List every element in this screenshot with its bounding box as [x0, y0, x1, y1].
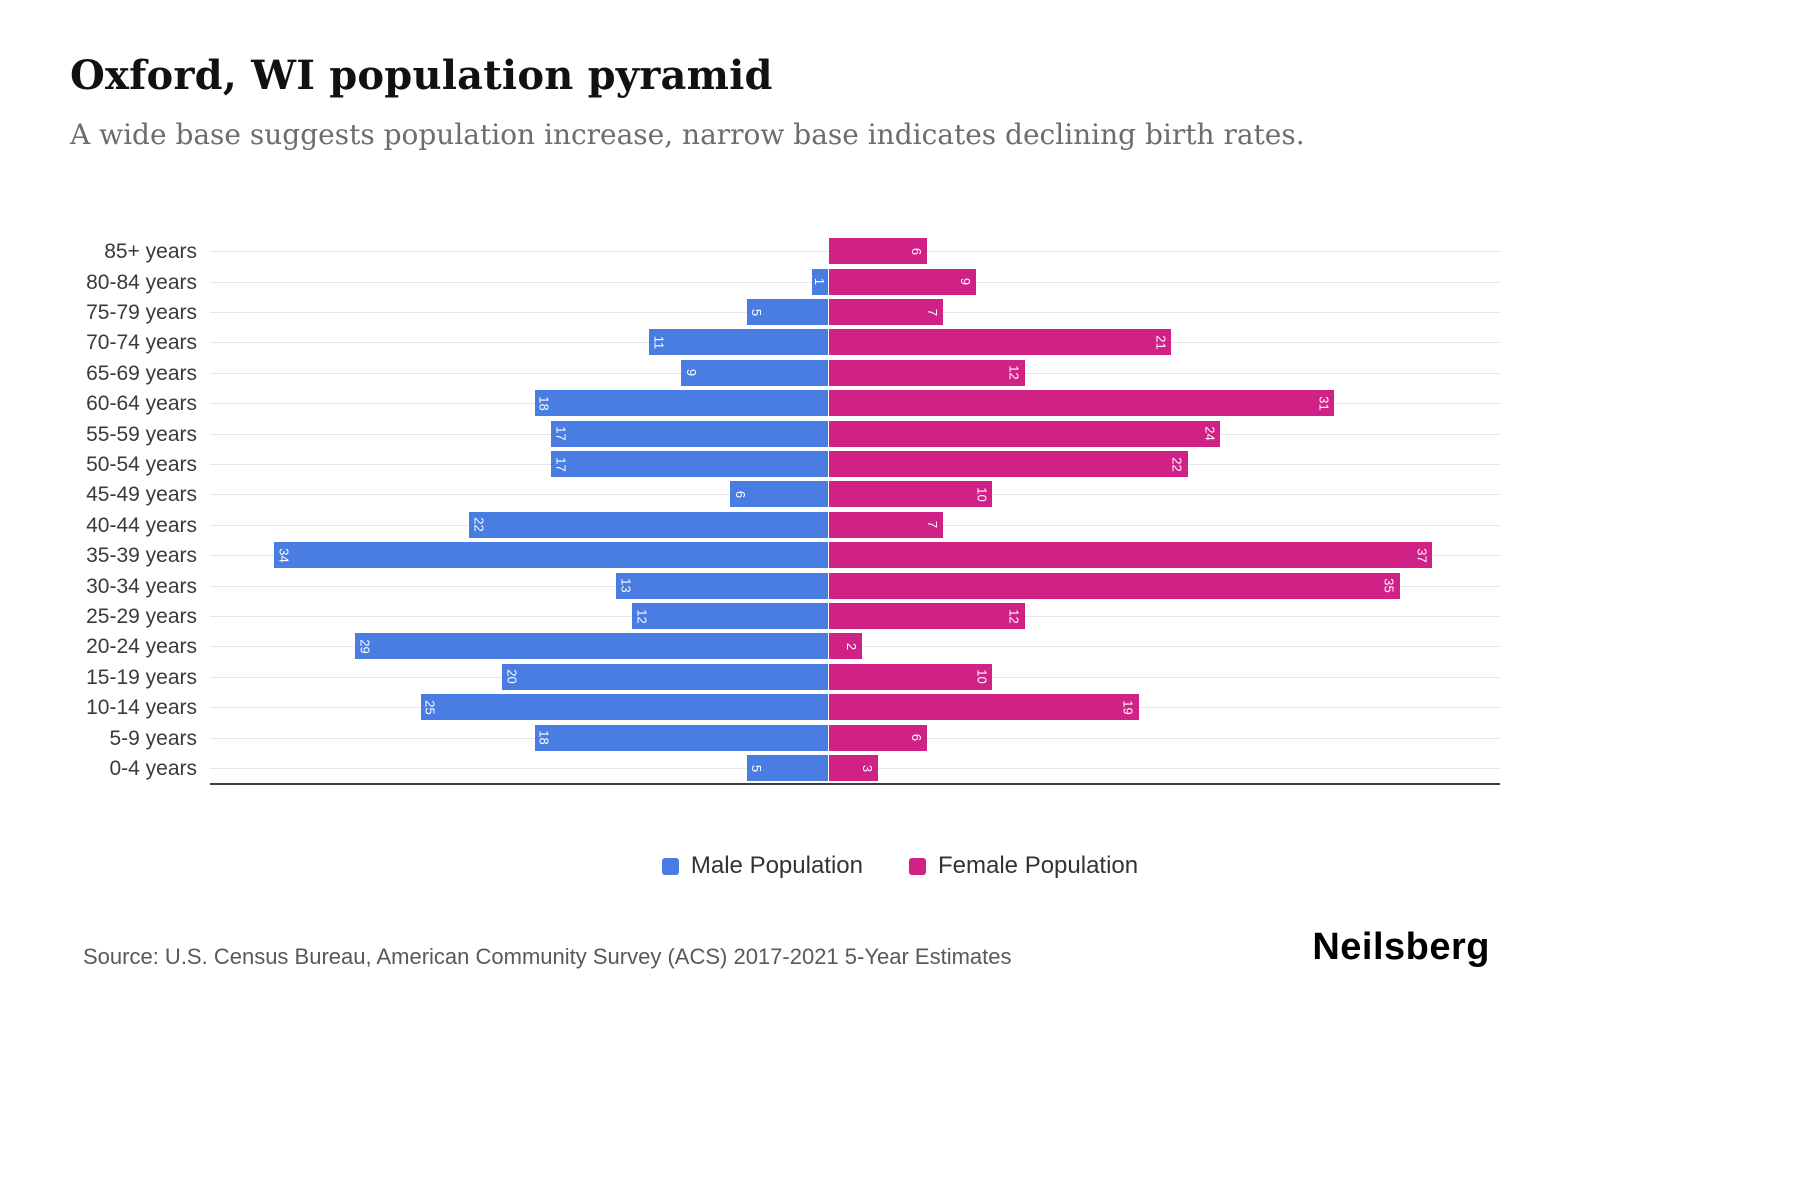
- female-bar[interactable]: [829, 511, 944, 538]
- male-legend-label: Male Population: [690, 852, 863, 879]
- male-bar[interactable]: [746, 755, 828, 781]
- age-label: 15-19 years: [86, 666, 197, 689]
- female-bar[interactable]: [829, 390, 1335, 417]
- female-bar[interactable]: [829, 359, 1025, 386]
- male-bar[interactable]: [681, 359, 828, 386]
- age-label: 30-34 years: [86, 575, 197, 598]
- age-label: 45-49 years: [86, 483, 197, 506]
- age-label: 25-29 years: [86, 605, 197, 628]
- female-bar[interactable]: [829, 299, 944, 325]
- female-bar[interactable]: [829, 633, 862, 660]
- female-bar[interactable]: [829, 572, 1400, 599]
- female-bar[interactable]: [829, 268, 976, 295]
- age-label: 55-59 years: [86, 423, 197, 446]
- female-bar[interactable]: [829, 420, 1221, 447]
- age-label: 20-24 years: [86, 635, 197, 658]
- age-label: 65-69 years: [86, 362, 197, 385]
- age-label: 75-79 years: [86, 301, 197, 324]
- age-label: 5-9 years: [109, 727, 197, 750]
- male-bar[interactable]: [632, 603, 828, 629]
- male-bar[interactable]: [534, 390, 828, 417]
- age-label: 40-44 years: [86, 514, 197, 537]
- male-bar[interactable]: [355, 633, 828, 660]
- age-label: 85+ years: [104, 240, 197, 263]
- age-label: 10-14 years: [86, 696, 197, 719]
- female-bar[interactable]: [829, 755, 878, 781]
- legend-item-female[interactable]: Female Population: [909, 852, 1138, 880]
- age-label: 60-64 years: [86, 392, 197, 415]
- male-bar[interactable]: [469, 511, 828, 538]
- female-legend-swatch: [909, 857, 926, 875]
- male-bar[interactable]: [730, 481, 828, 508]
- source-note: Source: U.S. Census Bureau, American Com…: [83, 944, 1012, 969]
- male-bar[interactable]: [616, 572, 828, 599]
- male-bar[interactable]: [420, 694, 828, 721]
- chart-legend: Male Population Female Population: [0, 852, 1800, 880]
- female-bar[interactable]: [829, 238, 927, 265]
- female-bar[interactable]: [829, 663, 992, 690]
- female-bar[interactable]: [829, 542, 1433, 569]
- x-axis-line: [210, 783, 1500, 785]
- male-bar[interactable]: [273, 542, 828, 569]
- male-legend-swatch: [661, 857, 679, 875]
- legend-item-male[interactable]: Male Population: [661, 852, 863, 880]
- male-bar[interactable]: [550, 451, 828, 477]
- female-bar[interactable]: [829, 603, 1025, 629]
- age-label: 70-74 years: [86, 331, 197, 354]
- female-bar[interactable]: [829, 694, 1139, 721]
- female-bar[interactable]: [829, 329, 1172, 356]
- age-label: 0-4 years: [109, 757, 197, 780]
- chart-title: Oxford, WI population pyramid: [70, 52, 773, 99]
- female-bar[interactable]: [829, 481, 992, 508]
- age-label: 50-54 years: [86, 453, 197, 476]
- female-bar[interactable]: [829, 451, 1188, 477]
- male-bar[interactable]: [502, 663, 828, 690]
- female-legend-label: Female Population: [938, 852, 1139, 879]
- male-bar[interactable]: [811, 268, 828, 295]
- chart-subtitle: A wide base suggests population increase…: [70, 118, 1305, 151]
- male-bar[interactable]: [648, 329, 828, 356]
- male-bar[interactable]: [534, 724, 828, 751]
- male-bar[interactable]: [550, 420, 828, 447]
- neilsberg-logo: Neilsberg: [1312, 926, 1490, 968]
- male-bar[interactable]: [746, 299, 828, 325]
- age-label: 35-39 years: [86, 544, 197, 567]
- female-bar[interactable]: [829, 724, 927, 751]
- age-label: 80-84 years: [86, 271, 197, 294]
